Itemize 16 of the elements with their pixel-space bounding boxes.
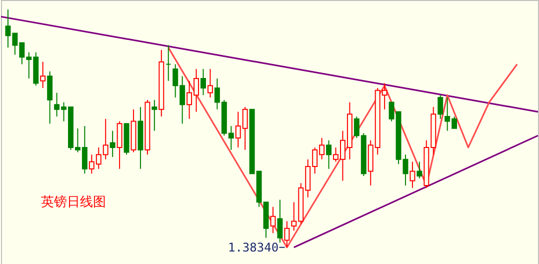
- candlestick: [416, 161, 422, 179]
- candlestick: [200, 68, 206, 96]
- annotation: 英镑日线图: [41, 195, 106, 210]
- candlestick: [152, 99, 158, 132]
- candlestick: [284, 220, 290, 248]
- candlestick: [326, 140, 332, 170]
- annotation: 1.38340: [228, 240, 279, 254]
- candlestick: [116, 120, 122, 170]
- candlestick: [110, 130, 116, 158]
- candlestick: [438, 94, 444, 120]
- candlestick: [40, 61, 46, 88]
- candlestick: [207, 68, 213, 98]
- candlestick: [277, 199, 283, 244]
- candlestick: [270, 206, 276, 234]
- candlestick: [410, 161, 416, 188]
- candlestick: [47, 70, 53, 124]
